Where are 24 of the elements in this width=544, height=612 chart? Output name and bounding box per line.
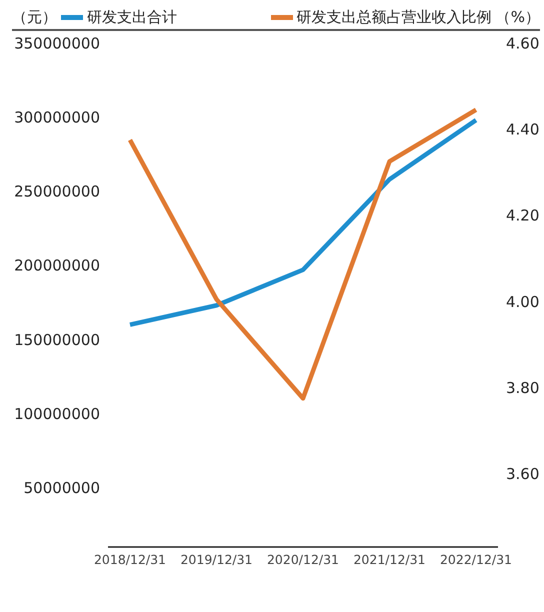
x-tick-label: 2018/12/31 (94, 552, 166, 567)
y2-tick-label: 4.40 (506, 120, 540, 138)
x-tick-label: 2022/12/31 (440, 552, 512, 567)
y-axis-title: （元） (12, 8, 57, 27)
y2-tick-label: 3.80 (506, 378, 540, 397)
y-tick-label: 50000000 (24, 479, 100, 498)
y2-tick-label: 4.00 (506, 292, 540, 311)
line-series (128, 108, 478, 401)
y-tick-label: 350000000 (14, 34, 100, 52)
y-tick-label: 250000000 (14, 182, 100, 201)
legend-label: 研发支出合计 (87, 8, 177, 27)
legend-label: 研发支出总额占营业收入比例 (296, 8, 492, 27)
y-tick-label: 200000000 (14, 256, 100, 275)
y2-axis-title: （%） (496, 8, 540, 27)
y2-tick-label: 3.60 (506, 465, 540, 484)
y-tick-label: 150000000 (14, 330, 100, 349)
x-tick-label: 2019/12/31 (180, 552, 253, 567)
x-tick-label: 2021/12/31 (353, 552, 426, 567)
y-tick-label: 300000000 (14, 108, 100, 126)
y2-tick-label: 4.60 (506, 34, 540, 52)
line-series (128, 118, 478, 327)
x-tick-label: 2020/12/31 (266, 552, 340, 567)
y2-tick-label: 4.20 (506, 206, 540, 225)
y-tick-label: 100000000 (14, 404, 100, 423)
